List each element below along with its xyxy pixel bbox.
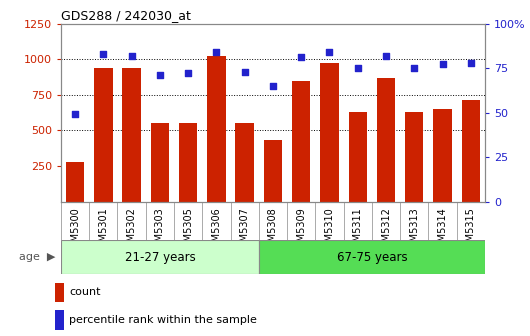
Bar: [55, 283, 64, 302]
Bar: [462, 100, 480, 202]
Bar: [179, 123, 197, 202]
Point: [325, 49, 334, 55]
Bar: [235, 123, 254, 202]
Bar: [434, 109, 452, 202]
Text: GSM5308: GSM5308: [268, 207, 278, 254]
Text: GSM5310: GSM5310: [324, 207, 334, 254]
Point: [212, 49, 220, 55]
Bar: [61, 240, 259, 274]
Bar: [405, 112, 423, 202]
Point: [297, 55, 305, 60]
Text: GSM5312: GSM5312: [381, 207, 391, 254]
Point: [269, 83, 277, 88]
Text: GSM5313: GSM5313: [409, 207, 419, 254]
Point: [382, 53, 390, 58]
Bar: [207, 56, 226, 202]
Text: GSM5309: GSM5309: [296, 207, 306, 254]
Bar: [55, 310, 64, 330]
Text: GDS288 / 242030_at: GDS288 / 242030_at: [61, 9, 191, 23]
Bar: [292, 81, 311, 202]
Bar: [320, 63, 339, 202]
Bar: [349, 112, 367, 202]
Text: age  ▶: age ▶: [19, 252, 56, 262]
Text: GSM5300: GSM5300: [70, 207, 80, 254]
Point: [410, 65, 419, 71]
Bar: [264, 140, 282, 202]
Text: GSM5311: GSM5311: [353, 207, 363, 254]
Text: GSM5305: GSM5305: [183, 207, 193, 254]
Text: GSM5306: GSM5306: [211, 207, 222, 254]
Point: [99, 51, 108, 56]
Text: count: count: [69, 287, 101, 297]
Text: 67-75 years: 67-75 years: [337, 251, 407, 263]
Text: 21-27 years: 21-27 years: [125, 251, 195, 263]
Bar: [377, 78, 395, 202]
Bar: [94, 68, 112, 202]
Bar: [122, 68, 141, 202]
Point: [466, 60, 475, 66]
Text: GSM5315: GSM5315: [466, 207, 476, 254]
Point: [156, 73, 164, 78]
Point: [438, 62, 447, 67]
Point: [354, 65, 362, 71]
Point: [71, 112, 80, 117]
Text: GSM5303: GSM5303: [155, 207, 165, 254]
Text: GSM5301: GSM5301: [99, 207, 108, 254]
Text: GSM5307: GSM5307: [240, 207, 250, 254]
Text: percentile rank within the sample: percentile rank within the sample: [69, 315, 257, 325]
Point: [184, 71, 192, 76]
Bar: [259, 240, 485, 274]
Text: GSM5302: GSM5302: [127, 207, 137, 254]
Point: [241, 69, 249, 74]
Bar: [151, 123, 169, 202]
Point: [127, 53, 136, 58]
Text: GSM5314: GSM5314: [438, 207, 447, 254]
Bar: [66, 162, 84, 202]
